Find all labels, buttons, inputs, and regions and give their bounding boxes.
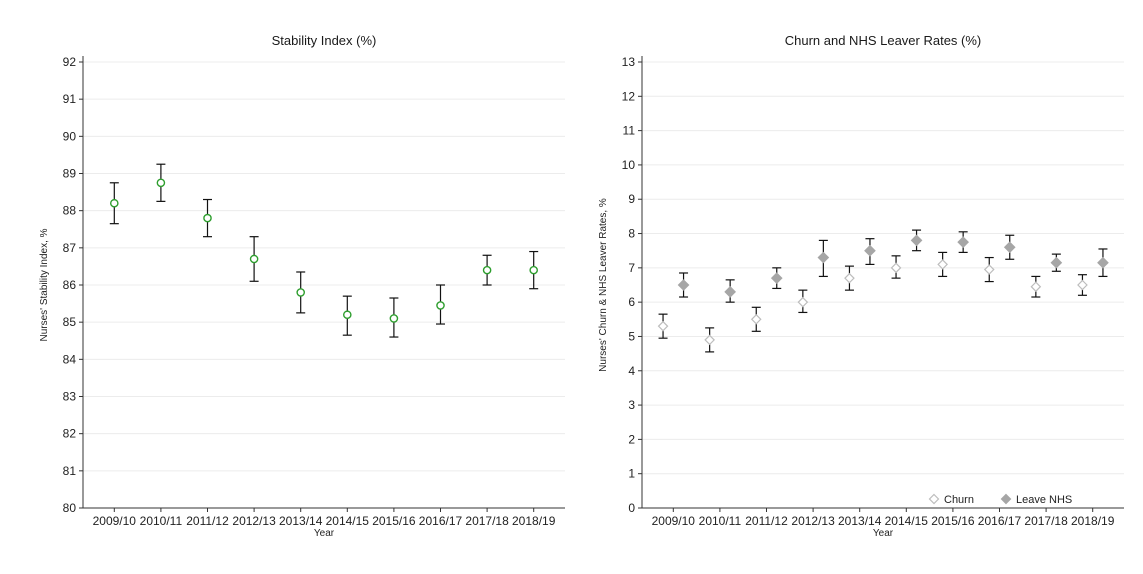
data-point [797, 296, 809, 308]
data-point [482, 265, 492, 275]
data-point [156, 178, 166, 188]
data-point [657, 320, 669, 332]
y-tick-label: 7 [628, 261, 635, 275]
data-point [1097, 256, 1109, 269]
y-tick-label: 90 [63, 129, 77, 143]
data-point [750, 313, 762, 325]
y-tick-label: 87 [63, 241, 77, 255]
data-point [1077, 279, 1088, 291]
data-point [704, 334, 715, 346]
x-tick-label: 2013/14 [279, 514, 323, 528]
data-point [1003, 241, 1016, 254]
x-tick-label: 2018/19 [1071, 514, 1115, 528]
data-point [910, 234, 923, 247]
y-tick-label: 91 [63, 92, 77, 106]
chart-title: Churn and NHS Leaver Rates (%) [785, 33, 982, 48]
legend-marker [928, 493, 940, 505]
y-tick-label: 81 [63, 464, 77, 478]
x-tick-label: 2017/18 [465, 514, 509, 528]
y-tick-label: 92 [63, 55, 77, 69]
y-tick-label: 80 [63, 501, 77, 515]
data-point [770, 272, 783, 284]
legend-label: Leave NHS [1016, 494, 1072, 506]
x-tick-label: 2009/10 [93, 514, 137, 528]
y-tick-label: 8 [628, 227, 635, 241]
x-tick-label: 2016/17 [419, 514, 463, 528]
legend-label: Churn [944, 494, 974, 506]
data-point [677, 279, 690, 291]
y-tick-label: 0 [628, 501, 635, 515]
data-point [1050, 256, 1063, 269]
y-tick-label: 2 [628, 432, 635, 446]
data-point [817, 251, 830, 264]
legend: Churn Leave NHS [928, 493, 1072, 506]
x-tick-label: 2012/13 [232, 514, 276, 528]
data-point [296, 288, 306, 297]
y-axis-title: Nurses' Churn & NHS Leaver Rates, % [598, 198, 609, 372]
data-point [436, 301, 445, 310]
series-stability [109, 163, 539, 338]
y-tick-label: 12 [622, 89, 636, 103]
x-tick-label: 2018/19 [512, 514, 556, 528]
y-tick-label: 13 [622, 55, 636, 69]
chart-title: Stability Index (%) [272, 33, 377, 48]
data-point [983, 264, 995, 275]
x-tick-label: 2013/14 [838, 514, 882, 528]
x-axis-title: Year [314, 528, 335, 539]
data-point [110, 198, 119, 208]
data-point [389, 314, 399, 323]
x-tick-label: 2011/12 [186, 514, 229, 528]
x-tick-label: 2010/11 [699, 514, 742, 528]
y-tick-label: 4 [628, 364, 635, 378]
y-tick-label: 89 [63, 167, 77, 181]
x-tick-label: 2010/11 [140, 514, 183, 528]
x-tick-label: 2012/13 [791, 514, 835, 528]
legend-marker [1000, 493, 1012, 505]
data-point [957, 236, 970, 248]
data-point [249, 254, 259, 264]
y-tick-label: 83 [63, 390, 77, 404]
y-tick-label: 11 [623, 124, 636, 138]
chart-panel-2: Churn and NHS Leaver Rates (%)0123456789… [598, 33, 1124, 539]
x-tick-label: 2015/16 [372, 514, 416, 528]
series-churn [657, 251, 1088, 353]
y-tick-label: 84 [63, 352, 77, 366]
data-point [844, 272, 855, 284]
chart-panel-1: Stability Index (%) 80 81 82 83 84 85 86 87 88 89 9… [39, 33, 565, 539]
data-point [724, 286, 737, 298]
y-tick-label: 9 [628, 192, 635, 206]
x-tick-label: 2011/12 [745, 514, 788, 528]
y-tick-label: 3 [628, 398, 635, 412]
y-tick-label: 1 [628, 467, 635, 481]
y-tick-label: 82 [63, 427, 77, 441]
series-leave-nhs [677, 229, 1109, 303]
x-tick-label: 2009/10 [652, 514, 696, 528]
x-axis-title: Year [873, 528, 894, 539]
data-point [864, 244, 876, 257]
data-point [890, 262, 902, 274]
data-point [937, 259, 948, 270]
y-tick-label: 86 [63, 278, 77, 292]
x-tick-label: 2016/17 [978, 514, 1022, 528]
x-tick-label: 2015/16 [931, 514, 975, 528]
y-tick-label: 85 [63, 315, 77, 329]
x-tick-label: 2017/18 [1024, 514, 1068, 528]
data-point [529, 265, 539, 275]
x-tick-label: 2014/15 [326, 514, 370, 528]
data-point [342, 310, 352, 320]
y-tick-label: 88 [63, 204, 77, 218]
y-tick-label: 5 [628, 329, 635, 343]
y-tick-label: 10 [622, 158, 636, 172]
data-point [203, 213, 212, 223]
y-axis-title: Nurses' Stability Index, % [39, 228, 50, 341]
x-tick-label: 2014/15 [885, 514, 929, 528]
y-tick-label: 6 [628, 295, 635, 309]
data-point [1030, 281, 1042, 293]
